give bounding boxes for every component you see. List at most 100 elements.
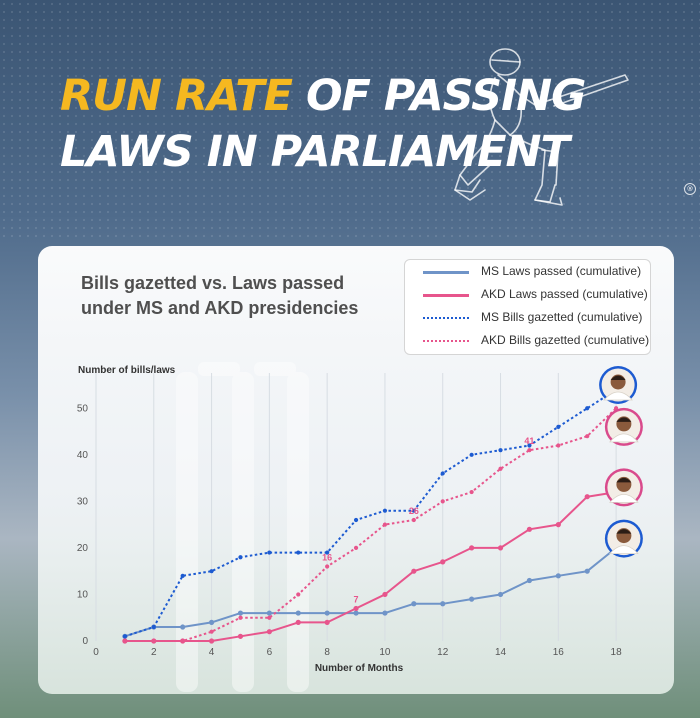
series-line-2 — [124, 388, 617, 638]
data-point — [382, 508, 388, 513]
y-axis-label: Number of bills/laws — [78, 365, 176, 376]
x-tick-label: 16 — [553, 647, 565, 658]
data-point — [296, 550, 301, 555]
x-tick-label: 0 — [93, 647, 99, 658]
data-point — [469, 452, 474, 457]
data-point — [151, 624, 156, 630]
data-point — [555, 573, 561, 579]
legend-label-akd-laws: AKD Laws passed (cumulative) — [481, 287, 648, 301]
portrait-shoulders — [609, 494, 639, 503]
data-point — [353, 545, 359, 551]
data-point — [585, 406, 590, 411]
data-point — [382, 522, 388, 527]
data-point — [584, 568, 590, 574]
series-line-3 — [124, 407, 617, 642]
data-point — [208, 619, 215, 625]
data-point — [266, 610, 272, 616]
y-tick-label: 10 — [77, 589, 89, 600]
legend-item-ms-bills: MS Bills gazetted (cumulative) — [405, 307, 650, 329]
data-point — [295, 619, 301, 625]
data-point — [497, 591, 504, 598]
data-point — [238, 555, 243, 560]
x-tick-label: 8 — [324, 647, 330, 658]
cricketer-illustration-icon — [454, 48, 629, 206]
data-point — [555, 522, 561, 528]
data-point — [411, 601, 417, 607]
data-point — [527, 443, 532, 448]
y-tick-label: 50 — [77, 403, 89, 414]
y-tick-label: 20 — [77, 543, 89, 554]
data-point — [382, 610, 388, 616]
data-point — [440, 601, 446, 607]
data-point — [440, 559, 446, 565]
data-point — [411, 517, 416, 523]
series-line-1 — [124, 491, 617, 642]
legend-swatch-akd-bills — [423, 340, 469, 342]
data-point — [267, 550, 272, 555]
brand-logo-icon: ® — [684, 183, 696, 195]
y-tick-label: 0 — [82, 636, 88, 647]
data-point — [526, 526, 533, 532]
data-point — [324, 619, 330, 625]
data-point — [353, 605, 359, 612]
portrait-hair — [616, 477, 632, 483]
bail-1 — [198, 362, 240, 376]
axis-ticks: 0 2 4 6 8 10 12 14 16 18 0 10 20 30 40 50 — [77, 403, 622, 658]
background-dot-pattern — [0, 0, 700, 240]
portrait-shoulders — [609, 545, 639, 554]
ms-portrait-top — [599, 366, 638, 404]
legend-swatch-ms-laws — [423, 271, 469, 274]
data-label: 41 — [524, 436, 534, 446]
x-tick-label: 4 — [209, 647, 215, 658]
data-point — [440, 471, 445, 476]
data-point — [469, 596, 475, 602]
stump-3 — [287, 372, 309, 692]
x-tick-label: 18 — [611, 647, 623, 658]
data-point — [151, 638, 156, 644]
data-point — [527, 448, 532, 453]
x-axis-label: Number of Months — [315, 663, 404, 674]
portrait-hair — [616, 417, 632, 422]
data-point — [237, 610, 244, 616]
data-point — [556, 443, 561, 448]
data-point — [325, 550, 330, 555]
x-tick-label: 14 — [495, 647, 507, 658]
data-point — [498, 466, 503, 471]
x-tick-label: 12 — [437, 647, 449, 658]
data-point — [497, 545, 504, 551]
president-portraits — [599, 366, 643, 558]
data-point — [440, 499, 445, 504]
data-label: 16 — [322, 553, 332, 563]
data-point — [209, 569, 214, 574]
data-point — [324, 610, 330, 616]
data-point — [585, 434, 590, 439]
legend-label-akd-bills: AKD Bills gazetted (cumulative) — [481, 333, 650, 347]
data-point — [411, 568, 417, 574]
headline-highlight: Run Rate — [60, 71, 293, 121]
bail-2 — [254, 362, 296, 376]
cricket-stumps-background — [176, 362, 309, 692]
data-point — [382, 591, 388, 598]
legend-swatch-akd-laws — [423, 294, 469, 297]
data-point — [556, 424, 561, 429]
data-point — [498, 448, 503, 453]
akd-portrait-top — [604, 407, 643, 446]
data-point — [469, 545, 475, 551]
chart-legend: MS Laws passed (cumulative) AKD Laws pas… — [404, 259, 651, 355]
legend-item-akd-laws: AKD Laws passed (cumulative) — [405, 284, 650, 306]
legend-label-ms-bills: MS Bills gazetted (cumulative) — [481, 310, 643, 324]
data-point — [122, 638, 127, 644]
data-point — [237, 633, 244, 639]
data-label: 26 — [409, 506, 419, 516]
headline-line1-rest: of Passing — [291, 71, 586, 121]
data-point — [208, 638, 215, 644]
data-point — [526, 577, 533, 584]
portrait-shoulders — [609, 433, 639, 443]
data-point — [266, 629, 272, 635]
legend-label-ms-laws: MS Laws passed (cumulative) — [481, 264, 642, 278]
data-point — [325, 564, 330, 569]
data-point — [353, 517, 359, 523]
ms-portrait-bottom — [604, 519, 643, 558]
chart-title: Bills gazetted vs. Laws passed under MS … — [81, 273, 359, 318]
